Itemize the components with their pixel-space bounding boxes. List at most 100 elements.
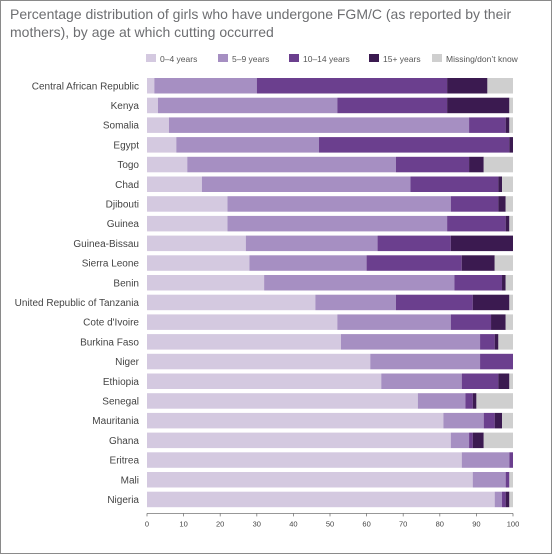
- category-label-sierra-leone: Sierra Leone: [82, 259, 140, 270]
- bar-ghana-missing-don-t-know: [483, 432, 513, 449]
- bar-united-republic-of-tanzania-5-9-years: [315, 294, 396, 311]
- category-label-united-republic-of-tanzania: United Republic of Tanzania: [15, 298, 140, 309]
- bar-ethiopia-0-4-years: [147, 373, 382, 389]
- bar-eritrea-5-9-years: [461, 452, 510, 468]
- bar-united-republic-of-tanzania-15-years: [472, 294, 510, 311]
- bar-nigeria-missing-don-t-know: [509, 491, 513, 508]
- category-label-egypt: Egypt: [113, 140, 139, 151]
- category-label-benin: Benin: [113, 278, 139, 289]
- category-label-kenya: Kenya: [111, 101, 140, 112]
- bar-chad-missing-don-t-know: [502, 176, 513, 192]
- bar-cote-d-ivoire-5-9-years: [337, 314, 451, 330]
- bar-senegal-15-years: [472, 393, 477, 409]
- x-tick-label-10: 10: [179, 519, 187, 528]
- x-tick-label-30: 30: [253, 519, 261, 528]
- x-tick-label-60: 60: [362, 519, 370, 528]
- legend-swatch-5-9-years: [218, 54, 228, 62]
- category-label-djibouti: Djibouti: [106, 199, 139, 210]
- bar-benin-missing-don-t-know: [505, 275, 513, 291]
- bar-mauritania-5-9-years: [443, 412, 484, 429]
- bar-chad-15-years: [498, 176, 503, 192]
- bar-nigeria-10-14-years: [502, 491, 506, 508]
- bar-burkina-faso-5-9-years: [340, 334, 481, 350]
- bar-burkina-faso-0-4-years: [147, 334, 341, 350]
- bar-chad-5-9-years: [201, 176, 411, 192]
- category-label-togo: Togo: [117, 160, 139, 171]
- bar-mauritania-missing-don-t-know: [502, 412, 513, 429]
- bar-togo-5-9-years: [187, 156, 396, 173]
- bar-central-african-republic-5-9-years: [154, 78, 257, 94]
- bar-ethiopia-10-14-years: [461, 373, 499, 389]
- category-label-chad: Chad: [115, 180, 139, 191]
- bar-ethiopia-15-years: [498, 373, 510, 389]
- bar-togo-0-4-years: [147, 156, 188, 173]
- bar-senegal-0-4-years: [147, 393, 418, 409]
- bar-mali-missing-don-t-know: [509, 472, 513, 488]
- bar-senegal-10-14-years: [465, 393, 473, 409]
- bar-burkina-faso-10-14-years: [480, 334, 495, 350]
- bar-somalia-missing-don-t-know: [509, 117, 513, 133]
- bar-guinea-bissau-10-14-years: [377, 235, 451, 252]
- bar-ethiopia-5-9-years: [381, 373, 462, 389]
- bar-eritrea-10-14-years: [509, 452, 513, 468]
- bar-somalia-0-4-years: [147, 117, 169, 133]
- bar-egypt-5-9-years: [176, 137, 320, 153]
- bar-guinea-bissau-0-4-years: [147, 235, 246, 252]
- legend-label-5-9-years: 5–9 years: [232, 54, 269, 64]
- bar-central-african-republic-15-years: [447, 78, 488, 94]
- bar-central-african-republic-0-4-years: [147, 78, 155, 94]
- bar-niger-10-14-years: [480, 353, 513, 370]
- bar-ghana-5-9-years: [450, 432, 470, 449]
- legend-swatch-10-14-years: [289, 54, 299, 62]
- bar-togo-10-14-years: [395, 156, 470, 173]
- bar-guinea-bissau-15-years: [450, 235, 513, 252]
- bar-cote-d-ivoire-0-4-years: [147, 314, 338, 330]
- bar-nigeria-5-9-years: [494, 491, 503, 508]
- category-label-ghana: Ghana: [109, 436, 139, 447]
- bar-niger-5-9-years: [370, 353, 481, 370]
- category-label-somalia: Somalia: [103, 121, 140, 132]
- bar-mali-0-4-years: [147, 472, 473, 488]
- bar-united-republic-of-tanzania-0-4-years: [147, 294, 316, 311]
- bar-ghana-10-14-years: [469, 432, 473, 449]
- category-label-senegal: Senegal: [102, 396, 139, 407]
- bar-kenya-5-9-years: [157, 97, 338, 114]
- bar-senegal-5-9-years: [417, 393, 466, 409]
- bar-chad-0-4-years: [147, 176, 202, 192]
- x-tick-label-80: 80: [436, 519, 444, 528]
- bar-nigeria-0-4-years: [147, 491, 495, 508]
- bar-mauritania-10-14-years: [483, 412, 495, 429]
- bar-burkina-faso-15-years: [494, 334, 499, 350]
- bar-djibouti-0-4-years: [147, 196, 228, 212]
- bar-burkina-faso-missing-don-t-know: [498, 334, 513, 350]
- legend-swatch-15-years: [369, 54, 379, 62]
- bar-sierra-leone-10-14-years: [366, 255, 462, 271]
- bar-united-republic-of-tanzania-10-14-years: [395, 294, 473, 311]
- category-label-nigeria: Nigeria: [107, 495, 139, 506]
- legend-label-missing-don-t-know: Missing/don’t know: [446, 54, 519, 64]
- bar-guinea-missing-don-t-know: [509, 215, 513, 232]
- bar-kenya-0-4-years: [147, 97, 158, 114]
- bar-djibouti-5-9-years: [227, 196, 451, 212]
- category-label-ethiopia: Ethiopia: [103, 377, 140, 388]
- bar-egypt-15-years: [509, 137, 513, 153]
- bar-cote-d-ivoire-10-14-years: [450, 314, 492, 330]
- bar-djibouti-10-14-years: [450, 196, 499, 212]
- legend-label-0-4-years: 0–4 years: [160, 54, 197, 64]
- bar-kenya-10-14-years: [337, 97, 448, 114]
- category-label-niger: Niger: [115, 357, 140, 368]
- bar-benin-15-years: [502, 275, 506, 291]
- bar-sierra-leone-5-9-years: [249, 255, 367, 271]
- x-tick-label-50: 50: [326, 519, 334, 528]
- bar-somalia-10-14-years: [469, 117, 506, 133]
- bar-kenya-15-years: [447, 97, 510, 114]
- bar-niger-0-4-years: [147, 353, 371, 370]
- legend-label-10-14-years: 10–14 years: [303, 54, 350, 64]
- category-label-burkina-faso: Burkina Faso: [80, 337, 139, 348]
- bar-somalia-15-years: [505, 117, 510, 133]
- bar-benin-5-9-years: [264, 275, 455, 291]
- bar-togo-missing-don-t-know: [483, 156, 513, 173]
- legend-label-15-years: 15+ years: [383, 54, 421, 64]
- category-label-cote-d-ivoire: Cote d'Ivoire: [83, 318, 139, 329]
